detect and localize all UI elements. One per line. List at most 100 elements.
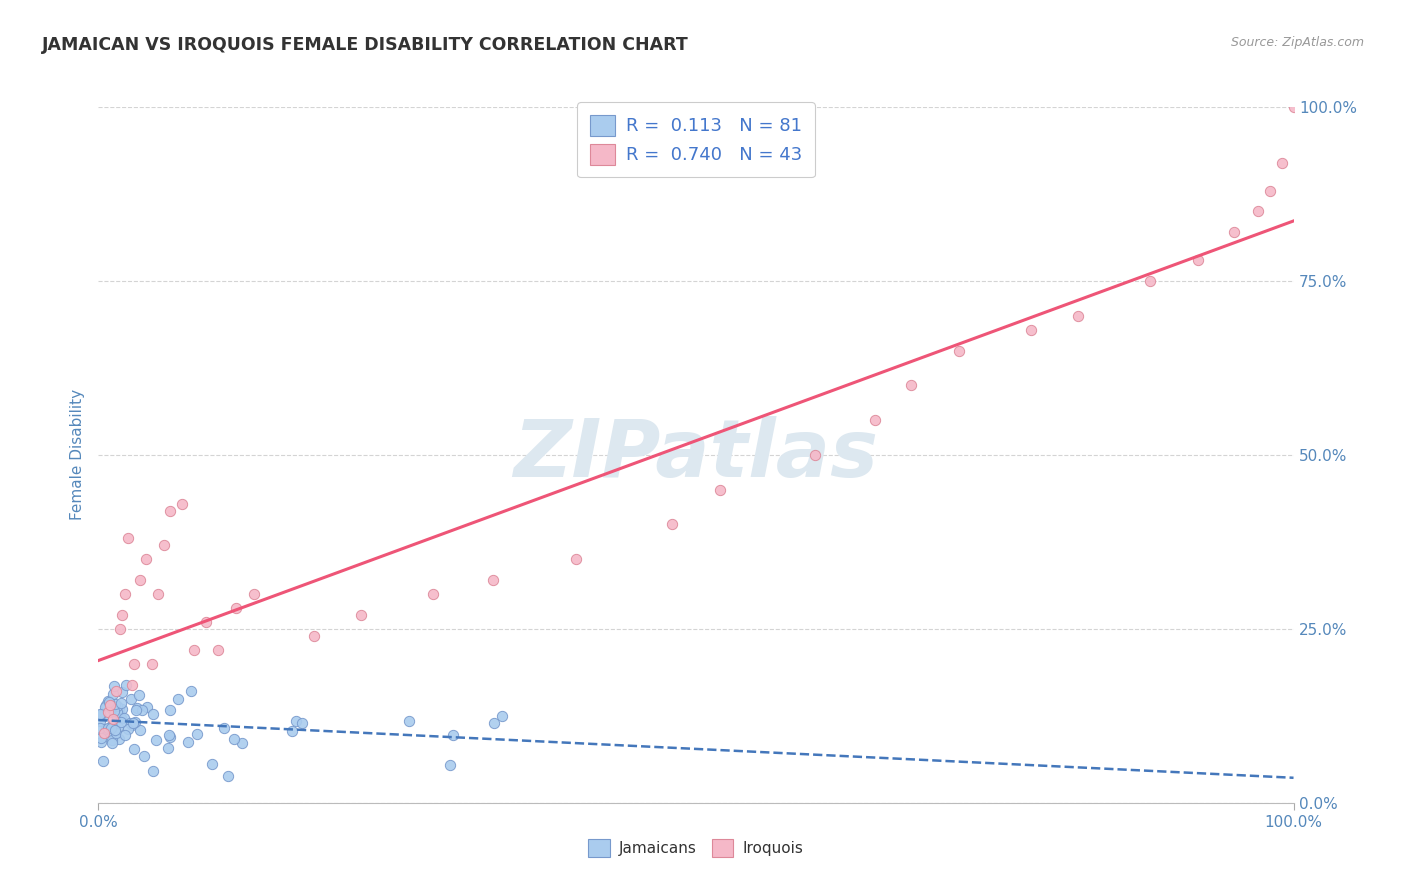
Y-axis label: Female Disability: Female Disability bbox=[70, 389, 86, 521]
Point bbox=[159, 503, 181, 517]
Point bbox=[186, 727, 208, 741]
Point bbox=[122, 741, 145, 756]
Point bbox=[281, 724, 304, 739]
Point bbox=[661, 517, 683, 532]
Point bbox=[89, 714, 111, 729]
Point bbox=[153, 538, 176, 552]
Point bbox=[1258, 184, 1281, 198]
Point bbox=[243, 587, 266, 601]
Point bbox=[98, 695, 121, 709]
Point bbox=[121, 715, 143, 730]
Point bbox=[97, 725, 120, 739]
Point bbox=[111, 607, 134, 622]
Point bbox=[104, 723, 127, 737]
Point bbox=[948, 343, 970, 358]
Point bbox=[212, 721, 235, 735]
Point bbox=[117, 722, 139, 736]
Point bbox=[231, 736, 253, 750]
Point bbox=[115, 678, 138, 692]
Point bbox=[156, 741, 179, 756]
Point bbox=[291, 716, 314, 731]
Point bbox=[120, 691, 142, 706]
Point bbox=[302, 629, 325, 643]
Point bbox=[565, 552, 588, 566]
Point bbox=[804, 448, 827, 462]
Point bbox=[98, 698, 122, 713]
Point bbox=[94, 722, 117, 736]
Point bbox=[105, 725, 128, 739]
Point bbox=[201, 757, 224, 772]
Point bbox=[97, 721, 120, 735]
Point bbox=[97, 694, 120, 708]
Point bbox=[107, 732, 129, 747]
Point bbox=[107, 720, 129, 734]
Point bbox=[124, 657, 146, 671]
Point bbox=[128, 723, 150, 738]
Point bbox=[439, 757, 461, 772]
Point bbox=[225, 601, 247, 615]
Point bbox=[100, 721, 122, 735]
Point bbox=[120, 716, 142, 731]
Point bbox=[93, 726, 115, 740]
Point bbox=[97, 706, 120, 720]
Point bbox=[90, 707, 112, 722]
Point bbox=[108, 622, 131, 636]
Point bbox=[141, 657, 163, 671]
Point bbox=[180, 684, 202, 698]
Point bbox=[481, 573, 505, 587]
Point bbox=[93, 708, 115, 723]
Point bbox=[101, 718, 124, 732]
Point bbox=[1271, 155, 1294, 169]
Text: JAMAICAN VS IROQUOIS FEMALE DISABILITY CORRELATION CHART: JAMAICAN VS IROQUOIS FEMALE DISABILITY C… bbox=[42, 36, 689, 54]
Point bbox=[98, 706, 121, 720]
Point bbox=[89, 707, 111, 722]
Point bbox=[177, 735, 200, 749]
Point bbox=[94, 700, 117, 714]
Point bbox=[1187, 253, 1209, 268]
Point bbox=[1223, 225, 1246, 239]
Point bbox=[132, 749, 155, 764]
Point bbox=[217, 769, 239, 783]
Point bbox=[110, 711, 132, 725]
Point bbox=[167, 691, 190, 706]
Point bbox=[1282, 100, 1305, 114]
Point bbox=[110, 714, 132, 729]
Point bbox=[157, 728, 180, 742]
Point bbox=[90, 735, 112, 749]
Point bbox=[142, 706, 165, 721]
Legend: Jamaicans, Iroquois: Jamaicans, Iroquois bbox=[581, 832, 811, 864]
Point bbox=[865, 413, 887, 427]
Point bbox=[101, 687, 124, 701]
Point bbox=[103, 679, 125, 693]
Point bbox=[90, 731, 112, 745]
Point bbox=[114, 587, 136, 601]
Point bbox=[128, 688, 150, 702]
Point bbox=[105, 698, 128, 713]
Point bbox=[103, 704, 125, 718]
Point bbox=[159, 731, 181, 745]
Point bbox=[183, 642, 205, 657]
Point bbox=[89, 708, 111, 723]
Point bbox=[207, 642, 229, 657]
Text: ZIPatlas: ZIPatlas bbox=[513, 416, 879, 494]
Point bbox=[224, 732, 246, 747]
Point bbox=[91, 754, 114, 768]
Point bbox=[148, 587, 170, 601]
Point bbox=[121, 718, 143, 732]
Point bbox=[108, 701, 131, 715]
Point bbox=[125, 700, 148, 714]
Point bbox=[1067, 309, 1090, 323]
Point bbox=[112, 711, 135, 725]
Point bbox=[482, 716, 505, 731]
Point bbox=[195, 615, 218, 629]
Point bbox=[110, 696, 132, 710]
Point bbox=[131, 703, 153, 717]
Point bbox=[145, 733, 167, 747]
Point bbox=[114, 728, 136, 742]
Point bbox=[105, 684, 128, 698]
Point bbox=[422, 587, 444, 601]
Point bbox=[491, 708, 513, 723]
Point bbox=[135, 552, 157, 566]
Point bbox=[124, 715, 146, 730]
Point bbox=[1019, 323, 1042, 337]
